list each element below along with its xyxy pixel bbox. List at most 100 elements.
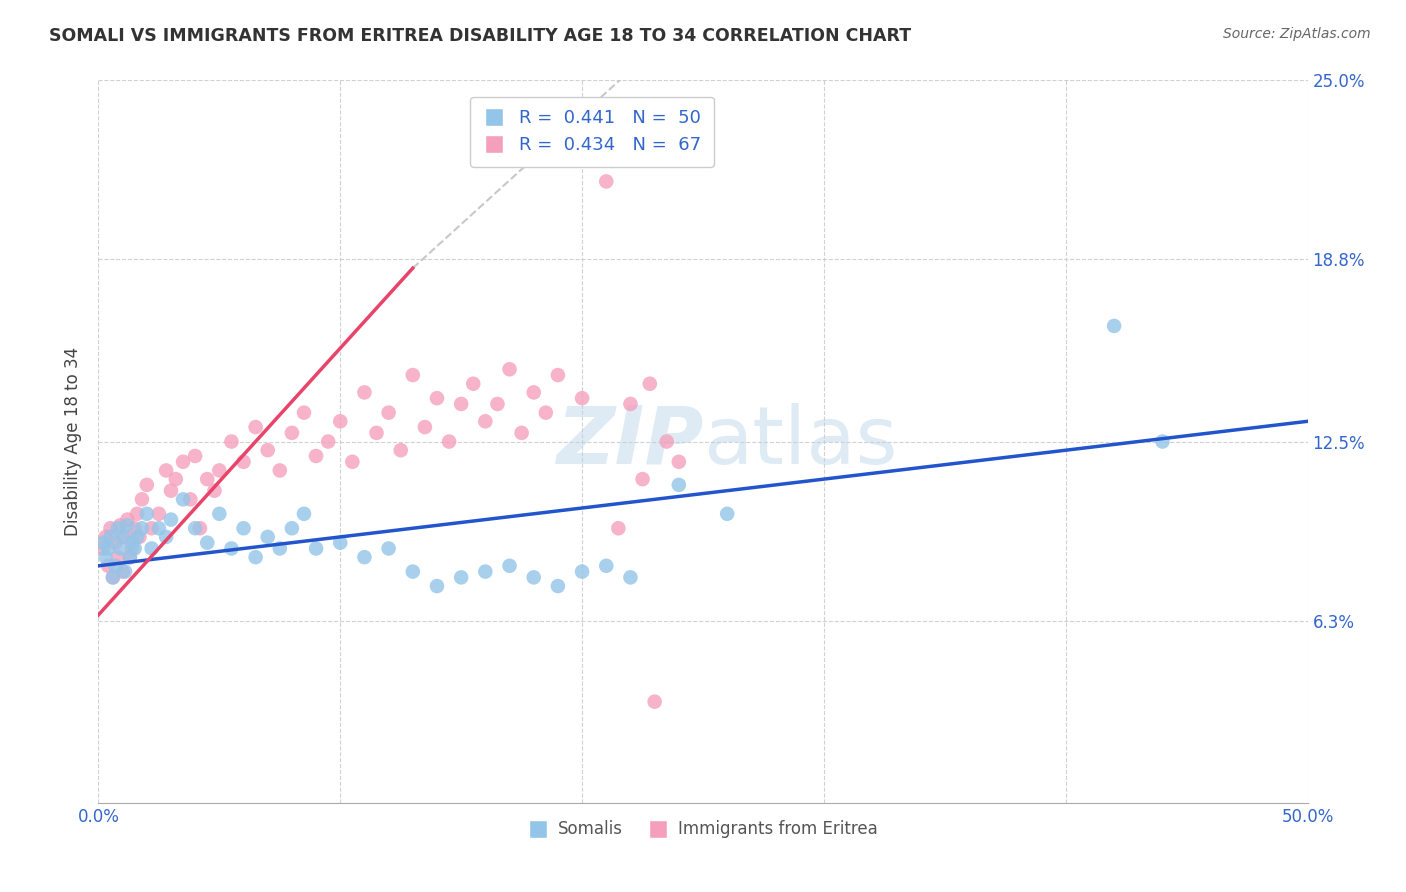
Point xyxy=(91,541,114,556)
Point xyxy=(117,518,139,533)
Point xyxy=(245,420,267,434)
Point xyxy=(305,541,328,556)
Point xyxy=(292,507,315,521)
Point xyxy=(437,434,460,449)
Point xyxy=(135,478,157,492)
Point xyxy=(474,414,496,428)
Point xyxy=(221,541,243,556)
Text: Source: ZipAtlas.com: Source: ZipAtlas.com xyxy=(1223,27,1371,41)
Point xyxy=(245,550,267,565)
Point xyxy=(450,397,472,411)
Point xyxy=(619,397,641,411)
Point xyxy=(523,385,546,400)
Point xyxy=(117,512,139,526)
Point xyxy=(131,492,153,507)
Point xyxy=(97,558,120,573)
Point xyxy=(668,478,690,492)
Point xyxy=(571,391,593,405)
Point xyxy=(463,376,485,391)
Point xyxy=(523,570,546,584)
Point xyxy=(107,521,129,535)
Point xyxy=(165,472,187,486)
Point xyxy=(104,558,127,573)
Text: SOMALI VS IMMIGRANTS FROM ERITREA DISABILITY AGE 18 TO 34 CORRELATION CHART: SOMALI VS IMMIGRANTS FROM ERITREA DISABI… xyxy=(49,27,911,45)
Point xyxy=(204,483,226,498)
Point xyxy=(195,535,218,549)
Point xyxy=(141,521,163,535)
Point xyxy=(108,518,131,533)
Point xyxy=(232,521,254,535)
Point xyxy=(256,530,278,544)
Point xyxy=(668,455,690,469)
Point xyxy=(107,550,129,565)
Point xyxy=(94,550,117,565)
Point xyxy=(426,391,449,405)
Point xyxy=(353,385,375,400)
Point xyxy=(135,507,157,521)
Point xyxy=(148,507,170,521)
Point xyxy=(595,558,617,573)
Point xyxy=(121,535,143,549)
Point xyxy=(172,455,194,469)
Point xyxy=(631,472,654,486)
Point xyxy=(595,174,617,188)
Point xyxy=(104,535,127,549)
Point xyxy=(128,530,150,544)
Y-axis label: Disability Age 18 to 34: Disability Age 18 to 34 xyxy=(65,347,83,536)
Point xyxy=(195,472,218,486)
Point xyxy=(111,565,134,579)
Point xyxy=(179,492,201,507)
Point xyxy=(342,455,364,469)
Point xyxy=(571,565,593,579)
Point xyxy=(316,434,339,449)
Point xyxy=(644,695,666,709)
Point xyxy=(474,565,496,579)
Point xyxy=(329,535,352,549)
Point xyxy=(1102,318,1125,333)
Point xyxy=(148,521,170,535)
Point xyxy=(101,570,124,584)
Point xyxy=(547,579,569,593)
Point xyxy=(131,521,153,535)
Point xyxy=(389,443,412,458)
Point xyxy=(413,420,436,434)
Point xyxy=(172,492,194,507)
Point xyxy=(114,565,136,579)
Point xyxy=(534,406,557,420)
Point xyxy=(426,579,449,593)
Point xyxy=(232,455,254,469)
Point xyxy=(100,530,122,544)
Point xyxy=(305,449,328,463)
Point xyxy=(638,376,661,391)
Point xyxy=(1152,434,1174,449)
Point xyxy=(498,362,520,376)
Point xyxy=(97,541,120,556)
Point xyxy=(402,565,425,579)
Point xyxy=(208,507,231,521)
Point xyxy=(619,570,641,584)
Point xyxy=(111,530,134,544)
Point xyxy=(221,434,243,449)
Point xyxy=(94,530,117,544)
Point xyxy=(208,463,231,477)
Point xyxy=(402,368,425,382)
Text: ZIP: ZIP xyxy=(555,402,703,481)
Point xyxy=(160,483,183,498)
Point xyxy=(101,570,124,584)
Point xyxy=(124,541,146,556)
Point xyxy=(160,512,183,526)
Point xyxy=(184,521,207,535)
Point xyxy=(100,521,122,535)
Legend: Somalis, Immigrants from Eritrea: Somalis, Immigrants from Eritrea xyxy=(522,814,884,845)
Point xyxy=(118,550,141,565)
Point xyxy=(108,541,131,556)
Point xyxy=(269,541,291,556)
Point xyxy=(256,443,278,458)
Point xyxy=(269,463,291,477)
Point xyxy=(510,425,533,440)
Point xyxy=(184,449,207,463)
Point xyxy=(141,541,163,556)
Point xyxy=(377,406,399,420)
Point xyxy=(155,530,177,544)
Point xyxy=(329,414,352,428)
